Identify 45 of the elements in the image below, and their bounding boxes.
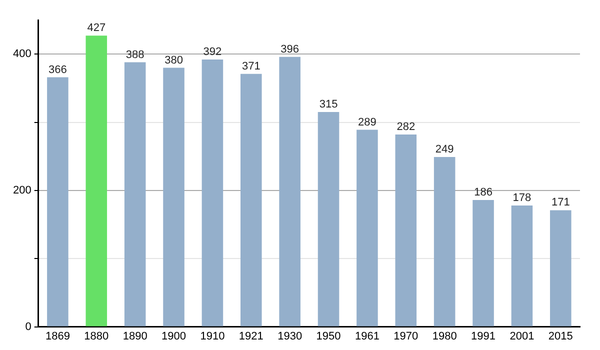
- bar: [318, 112, 340, 326]
- x-tick-label: 1970: [394, 330, 418, 342]
- data-label: 380: [164, 54, 183, 66]
- data-label: 178: [512, 192, 532, 204]
- data-label: 392: [203, 46, 222, 58]
- bar: [240, 74, 262, 326]
- y-tick-label: 200: [12, 184, 32, 196]
- x-tick-label: 1869: [45, 330, 70, 342]
- data-label: 388: [126, 48, 144, 61]
- x-tick-label: 1910: [200, 330, 225, 342]
- bar: [511, 205, 533, 326]
- data-label: 186: [474, 186, 492, 199]
- bar: [395, 134, 417, 326]
- x-tick-label: 1980: [432, 330, 457, 342]
- data-label: 171: [551, 196, 570, 209]
- bar: [124, 62, 146, 326]
- x-tick-label: 1961: [354, 330, 380, 342]
- x-tick-label: 1950: [316, 330, 341, 342]
- bar: [202, 60, 224, 326]
- bar: [472, 200, 494, 326]
- data-label: 427: [87, 22, 106, 34]
- bar: [47, 77, 68, 326]
- x-tick-label: 1890: [122, 330, 148, 342]
- data-label: 315: [319, 98, 338, 111]
- data-label: 396: [280, 43, 300, 56]
- bar: [356, 130, 378, 326]
- x-tick-label: 2015: [548, 330, 573, 342]
- x-tick-label: 1930: [278, 330, 302, 342]
- data-label: 249: [435, 144, 454, 156]
- bar: [163, 68, 184, 326]
- data-label: 366: [48, 64, 67, 76]
- data-label: 282: [396, 121, 416, 134]
- bar: [86, 36, 108, 326]
- x-tick-label: 1921: [238, 330, 264, 342]
- data-label: 289: [358, 116, 376, 128]
- x-tick-label: 2001: [510, 330, 534, 342]
- x-tick-label: 1880: [84, 330, 109, 342]
- x-tick-label: 1991: [471, 330, 496, 342]
- bar: [434, 157, 456, 326]
- data-label: 371: [242, 60, 260, 72]
- bar: [550, 210, 572, 326]
- bar: [279, 56, 300, 326]
- x-tick-label: 1900: [162, 330, 186, 342]
- y-tick-label: 0: [25, 320, 32, 333]
- y-tick-label: 400: [12, 48, 32, 60]
